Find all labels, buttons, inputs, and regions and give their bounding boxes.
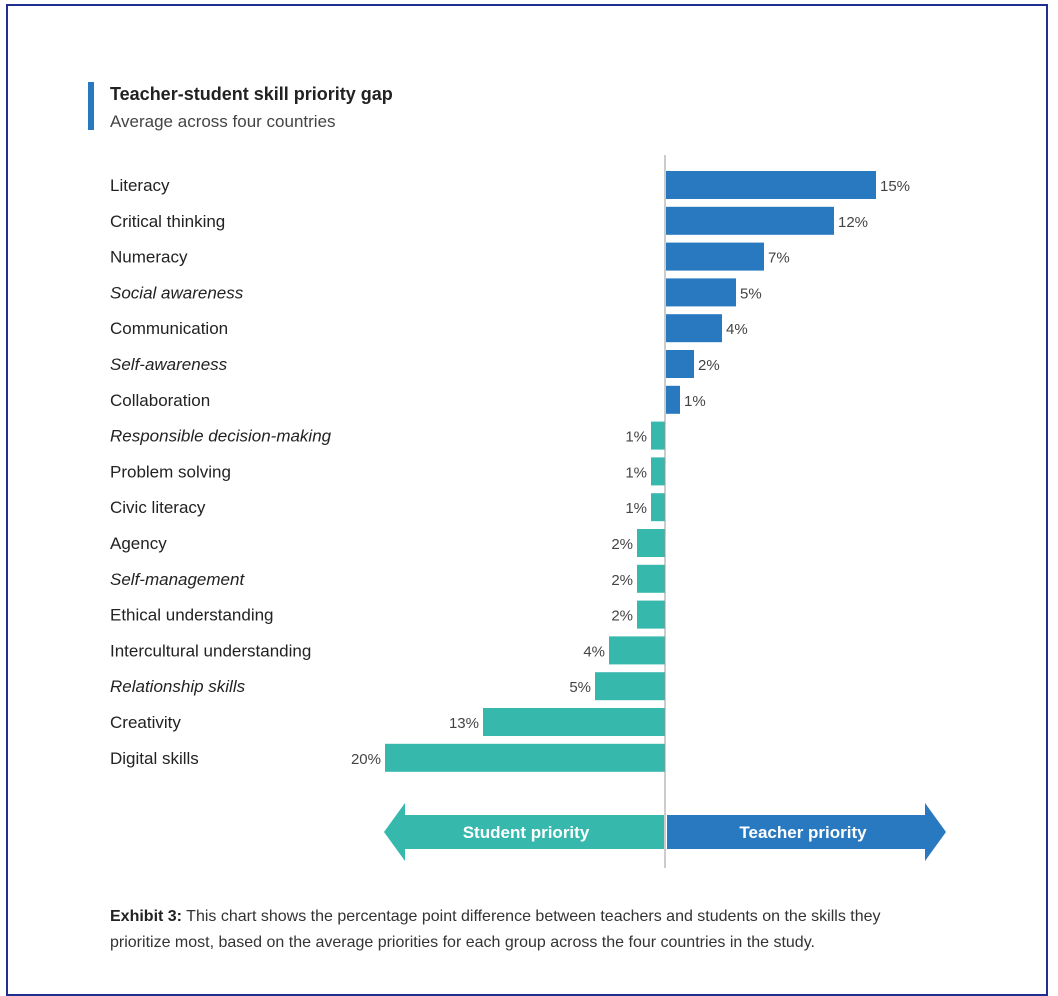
- bar: [666, 171, 876, 199]
- category-label: Literacy: [110, 176, 170, 195]
- student-priority-label: Student priority: [463, 823, 590, 842]
- bar: [651, 457, 665, 486]
- bar: [483, 708, 665, 736]
- category-label: Social awareness: [110, 283, 244, 302]
- category-label: Self-management: [110, 570, 245, 589]
- bar: [651, 493, 665, 522]
- value-label: 20%: [351, 751, 381, 768]
- bar: [666, 350, 694, 378]
- category-label: Relationship skills: [110, 677, 246, 696]
- bar: [666, 242, 764, 271]
- value-label: 5%: [740, 285, 762, 302]
- bar: [385, 743, 665, 772]
- chart-title: Teacher-student skill priority gap: [110, 84, 393, 104]
- value-label: 2%: [611, 536, 633, 553]
- category-label: Agency: [110, 534, 167, 553]
- value-label: 13%: [449, 715, 479, 732]
- value-label: 1%: [684, 393, 706, 410]
- bar: [595, 672, 665, 701]
- value-label: 4%: [726, 321, 748, 338]
- category-label: Critical thinking: [110, 212, 225, 231]
- value-label: 15%: [880, 178, 910, 195]
- category-label: Creativity: [110, 713, 181, 732]
- value-label: 1%: [625, 429, 647, 446]
- value-label: 4%: [583, 643, 605, 660]
- caption-text: This chart shows the percentage point di…: [110, 908, 881, 951]
- category-label: Responsible decision-making: [110, 427, 332, 446]
- teacher-priority-arrow: [667, 803, 946, 861]
- category-label: Numeracy: [110, 248, 188, 267]
- category-label: Ethical understanding: [110, 606, 274, 625]
- value-label: 12%: [838, 214, 868, 231]
- category-label: Collaboration: [110, 391, 210, 410]
- figure-caption: Exhibit 3: This chart shows the percenta…: [110, 904, 940, 956]
- category-label: Problem solving: [110, 462, 231, 481]
- bar: [666, 314, 722, 343]
- value-label: 1%: [625, 464, 647, 481]
- bar: [637, 529, 665, 557]
- category-label: Intercultural understanding: [110, 641, 311, 660]
- category-label: Civic literacy: [110, 498, 206, 517]
- student-priority-arrow: [384, 803, 664, 861]
- value-label: 5%: [569, 679, 591, 696]
- category-label: Self-awareness: [110, 355, 228, 374]
- bar: [637, 600, 665, 629]
- value-label: 7%: [768, 250, 790, 267]
- category-label: Communication: [110, 319, 228, 338]
- value-label: 1%: [625, 500, 647, 517]
- teacher-priority-label: Teacher priority: [739, 823, 867, 842]
- caption-lead: Exhibit 3:: [110, 908, 183, 925]
- value-label: 2%: [611, 572, 633, 589]
- bar: [609, 636, 665, 665]
- bar: [666, 385, 680, 414]
- bar: [666, 278, 736, 307]
- bar: [637, 564, 665, 593]
- value-label: 2%: [611, 608, 633, 625]
- bar: [651, 421, 665, 450]
- title-accent-bar: [88, 82, 94, 130]
- bar: [666, 206, 834, 235]
- chart-subtitle: Average across four countries: [110, 112, 336, 131]
- category-label: Digital skills: [110, 749, 199, 768]
- value-label: 2%: [698, 357, 720, 374]
